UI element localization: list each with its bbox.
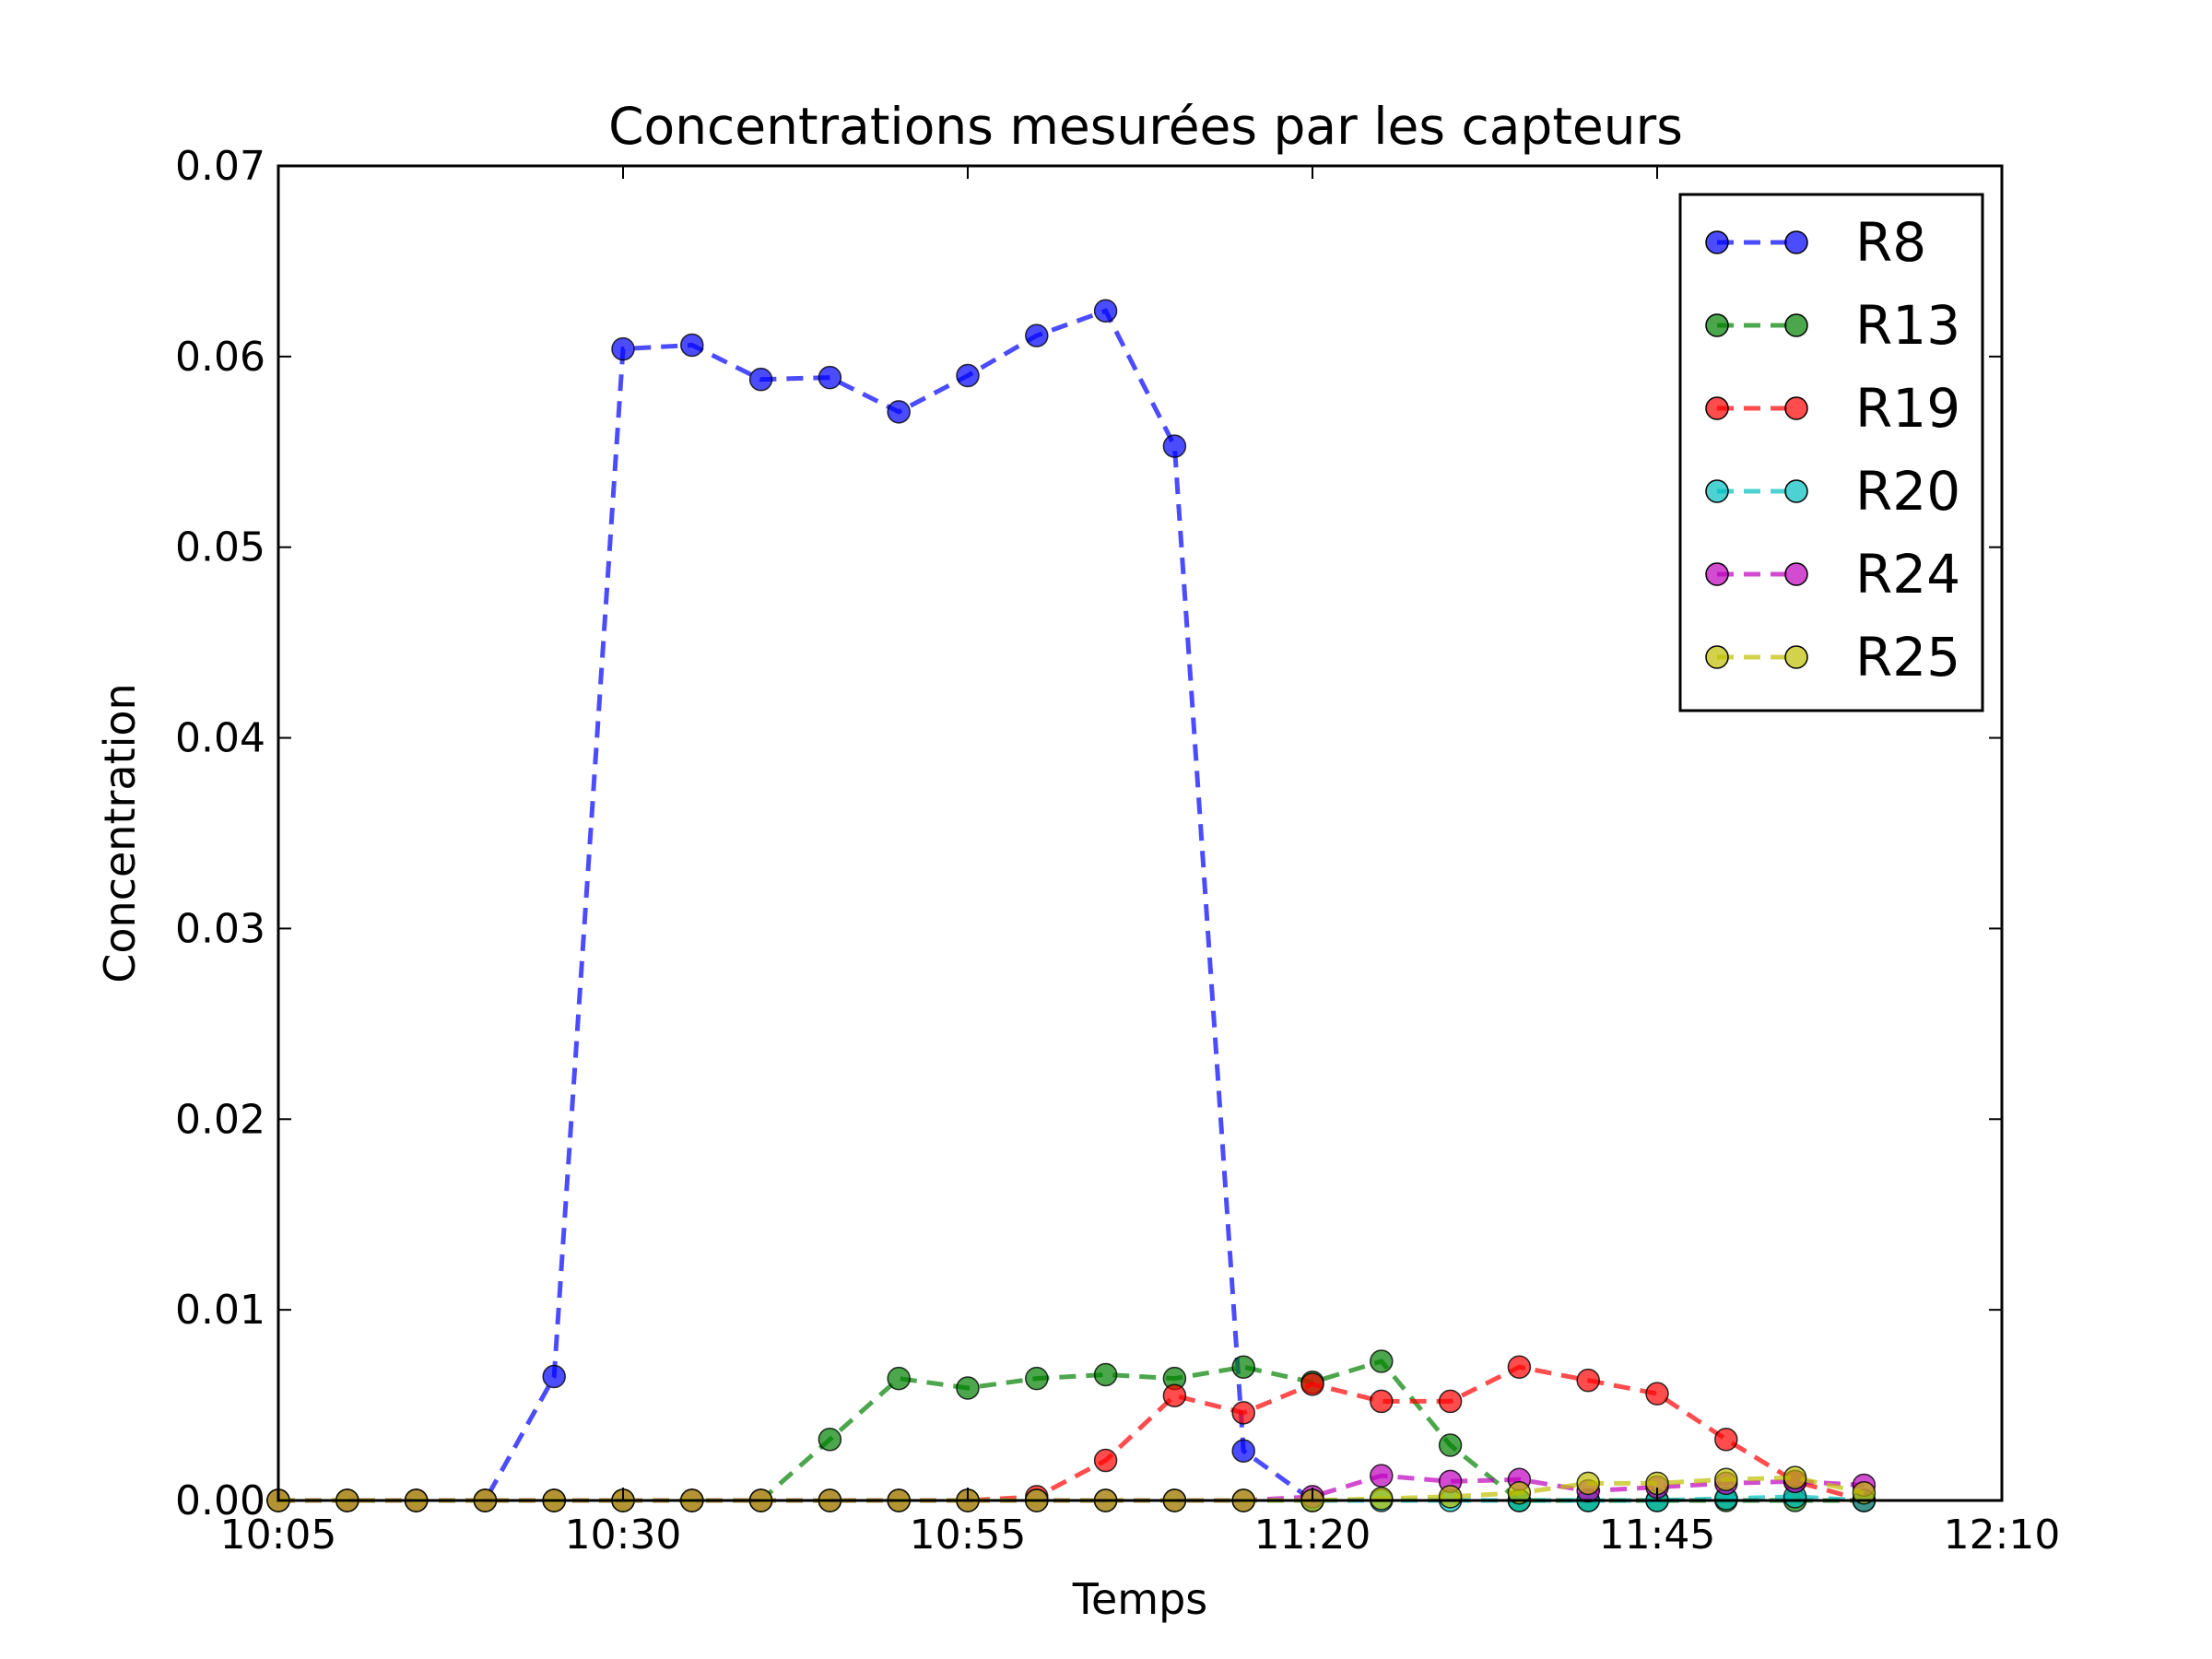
data-point-R13	[956, 1376, 980, 1400]
series-line-R13	[278, 1359, 1865, 1503]
legend-label: R25	[1855, 626, 1960, 688]
legend: R8 R13 R19 R20 R24 R25	[1678, 193, 1984, 712]
data-point-R19	[1576, 1368, 1600, 1393]
data-point-R13	[1370, 1349, 1394, 1373]
legend-marker	[1705, 479, 1729, 503]
data-point-R13	[1093, 1362, 1118, 1387]
legend-marker	[1784, 479, 1808, 503]
data-point-R13	[1025, 1366, 1049, 1391]
data-point-R13	[818, 1428, 842, 1452]
x-tick-label: 12:10	[1944, 1512, 2061, 1559]
data-point-R8	[748, 367, 773, 392]
data-point-R25	[1783, 1465, 1807, 1489]
data-point-R19	[1162, 1383, 1187, 1407]
data-point-R8	[887, 400, 911, 424]
data-point-R25	[1370, 1487, 1394, 1511]
data-point-R25	[1576, 1471, 1600, 1496]
data-point-R25	[1852, 1480, 1877, 1505]
data-point-R25	[1438, 1485, 1463, 1509]
y-tick-label: 0.03	[175, 905, 265, 952]
data-point-R8	[611, 336, 635, 361]
legend-marker	[1784, 645, 1808, 669]
data-point-R19	[1645, 1382, 1669, 1406]
x-tick-label: 11:20	[1254, 1512, 1371, 1559]
legend-marker	[1705, 645, 1729, 669]
data-point-R8	[680, 333, 704, 358]
chart-title: Concentrations mesurées par les capteurs	[608, 97, 1683, 156]
legend-item-R24: R24	[1705, 543, 1960, 606]
legend-marker	[1705, 562, 1729, 586]
legend-item-R19: R19	[1705, 377, 1960, 440]
legend-item-R8: R8	[1705, 211, 1926, 274]
y-tick-label: 0.07	[175, 143, 265, 190]
legend-label: R20	[1855, 460, 1960, 523]
y-tick-label: 0.05	[175, 524, 265, 571]
legend-frame	[1678, 193, 1984, 712]
data-point-R8	[1093, 299, 1118, 323]
y-tick-label: 0.01	[175, 1287, 265, 1334]
legend-marker	[1784, 313, 1808, 337]
data-point-R19	[1507, 1355, 1532, 1379]
legend-label: R24	[1855, 543, 1960, 606]
data-point-R8	[1162, 434, 1187, 458]
y-tick-label: 0.00	[175, 1477, 265, 1524]
legend-label: R13	[1855, 294, 1960, 357]
plot-frame	[276, 164, 2004, 1502]
data-point-R13	[1231, 1355, 1255, 1379]
legend-item-R13: R13	[1705, 294, 1960, 357]
legend-label: R8	[1855, 211, 1926, 274]
data-point-R13	[887, 1366, 911, 1391]
x-tick-label: 10:30	[565, 1512, 682, 1559]
data-point-R8	[956, 363, 980, 388]
data-point-R25	[1714, 1467, 1738, 1491]
data-point-R13	[1438, 1433, 1463, 1457]
data-point-R8	[1025, 324, 1049, 347]
x-tick-label: 10:55	[910, 1512, 1027, 1559]
data-point-R19	[1438, 1389, 1463, 1414]
y-tick-label: 0.06	[175, 334, 265, 381]
data-point-R19	[1714, 1428, 1738, 1452]
legend-marker	[1705, 313, 1729, 337]
data-point-R19	[1093, 1448, 1118, 1473]
legend-marker	[1705, 396, 1729, 420]
x-tick-label: 11:45	[1599, 1512, 1716, 1559]
y-tick-label: 0.02	[175, 1096, 265, 1143]
legend-marker	[1784, 562, 1808, 586]
data-point-R8	[818, 365, 842, 390]
y-axis-label: Concentration	[95, 683, 145, 982]
data-point-R19	[1300, 1372, 1324, 1396]
data-point-R8	[542, 1364, 566, 1389]
legend-item-R25: R25	[1705, 626, 1960, 688]
data-point-R19	[1231, 1401, 1255, 1425]
x-axis-label: Temps	[1072, 1574, 1208, 1624]
legend-marker	[1705, 230, 1729, 254]
data-point-R8	[1231, 1439, 1255, 1463]
tick-layer: 10:05 10:30 10:55 11:20 11:45 12:10 0.00 0.01 0.…	[175, 143, 2060, 1559]
data-point-R19	[1370, 1389, 1394, 1414]
data-point-R24	[1370, 1464, 1394, 1488]
legend-label: R19	[1855, 377, 1960, 440]
legend-marker	[1784, 230, 1808, 254]
legend-item-R20: R20	[1705, 460, 1960, 523]
legend-marker	[1784, 396, 1808, 420]
data-point-R25	[1507, 1480, 1532, 1505]
x-tick-label: 10:05	[220, 1512, 337, 1559]
y-tick-label: 0.04	[175, 715, 265, 762]
